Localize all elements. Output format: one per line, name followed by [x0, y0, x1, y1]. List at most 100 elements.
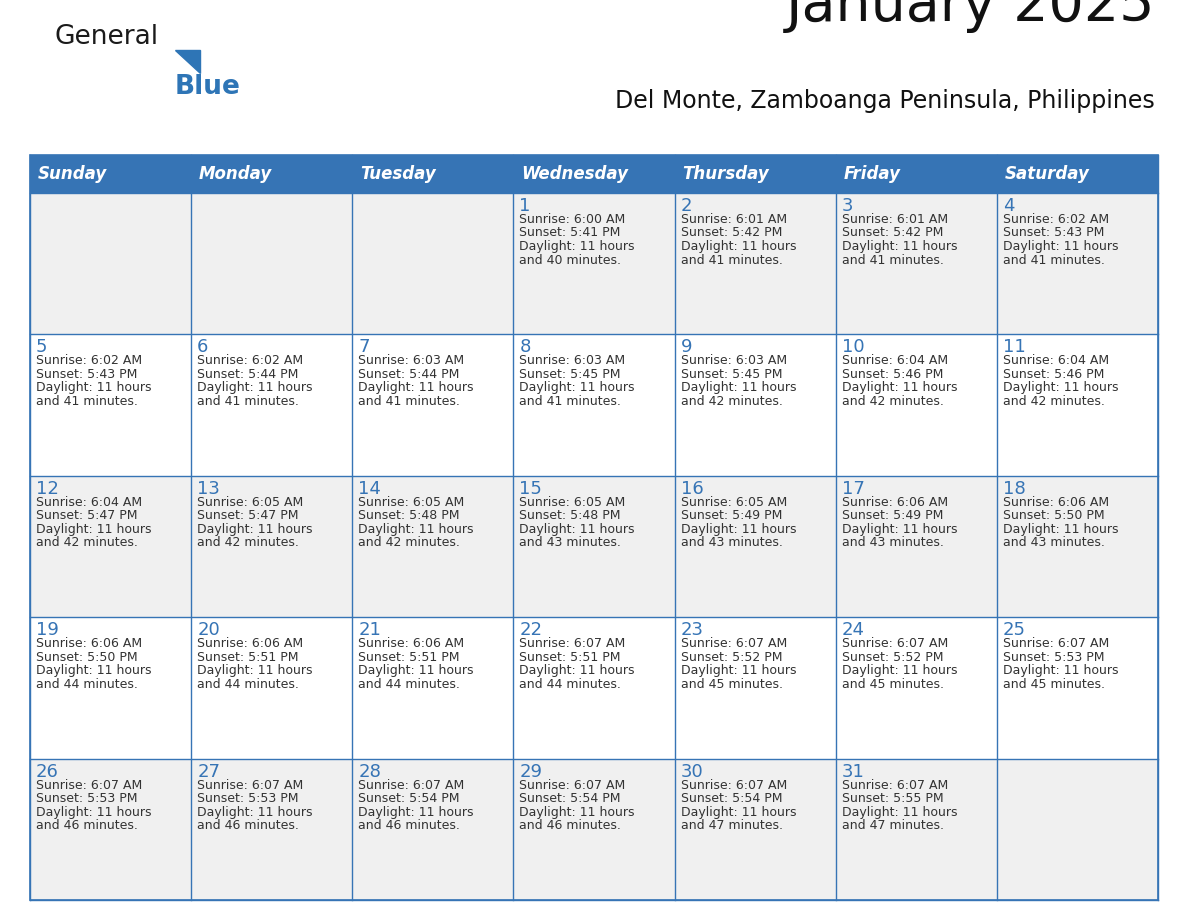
Text: 4: 4 — [1003, 197, 1015, 215]
Text: Sunrise: 6:07 AM: Sunrise: 6:07 AM — [842, 637, 948, 650]
Text: Daylight: 11 hours: Daylight: 11 hours — [842, 240, 958, 253]
Text: Thursday: Thursday — [683, 165, 770, 183]
Text: 8: 8 — [519, 339, 531, 356]
Text: and 44 minutes.: and 44 minutes. — [359, 677, 460, 690]
Bar — [997, 334, 1158, 476]
Bar — [30, 758, 191, 900]
Text: and 41 minutes.: and 41 minutes. — [197, 395, 299, 408]
Text: Sunrise: 6:04 AM: Sunrise: 6:04 AM — [842, 354, 948, 367]
Text: Daylight: 11 hours: Daylight: 11 hours — [1003, 240, 1118, 253]
Text: Sunset: 5:44 PM: Sunset: 5:44 PM — [359, 368, 460, 381]
Text: Sunset: 5:46 PM: Sunset: 5:46 PM — [842, 368, 943, 381]
Text: Sunset: 5:49 PM: Sunset: 5:49 PM — [681, 509, 782, 522]
Bar — [30, 155, 191, 193]
Text: 14: 14 — [359, 480, 381, 498]
Bar — [30, 617, 191, 758]
Text: Tuesday: Tuesday — [360, 165, 436, 183]
Text: Sunrise: 6:07 AM: Sunrise: 6:07 AM — [519, 778, 626, 791]
Text: Sunset: 5:52 PM: Sunset: 5:52 PM — [681, 651, 782, 664]
Text: and 45 minutes.: and 45 minutes. — [842, 677, 943, 690]
Text: Daylight: 11 hours: Daylight: 11 hours — [842, 665, 958, 677]
Text: and 41 minutes.: and 41 minutes. — [519, 395, 621, 408]
Text: Sunset: 5:45 PM: Sunset: 5:45 PM — [519, 368, 621, 381]
Text: Sunrise: 6:01 AM: Sunrise: 6:01 AM — [681, 213, 786, 226]
Text: and 41 minutes.: and 41 minutes. — [359, 395, 460, 408]
Text: Saturday: Saturday — [1005, 165, 1089, 183]
Text: Sunset: 5:53 PM: Sunset: 5:53 PM — [36, 792, 138, 805]
Bar — [191, 155, 353, 193]
Text: Sunrise: 6:06 AM: Sunrise: 6:06 AM — [197, 637, 303, 650]
Text: 5: 5 — [36, 339, 48, 356]
Text: Sunset: 5:42 PM: Sunset: 5:42 PM — [842, 227, 943, 240]
Bar — [30, 476, 191, 617]
Text: Daylight: 11 hours: Daylight: 11 hours — [519, 240, 634, 253]
Text: 1: 1 — [519, 197, 531, 215]
Text: and 44 minutes.: and 44 minutes. — [519, 677, 621, 690]
Text: Daylight: 11 hours: Daylight: 11 hours — [36, 665, 152, 677]
Bar — [675, 476, 835, 617]
Text: Daylight: 11 hours: Daylight: 11 hours — [197, 665, 312, 677]
Text: and 40 minutes.: and 40 minutes. — [519, 253, 621, 266]
Text: Sunrise: 6:07 AM: Sunrise: 6:07 AM — [197, 778, 303, 791]
Text: and 42 minutes.: and 42 minutes. — [359, 536, 460, 549]
Text: 17: 17 — [842, 480, 865, 498]
Text: 26: 26 — [36, 763, 59, 780]
Text: 2: 2 — [681, 197, 693, 215]
Bar — [191, 617, 353, 758]
Text: Sunset: 5:54 PM: Sunset: 5:54 PM — [681, 792, 782, 805]
Bar — [353, 476, 513, 617]
Text: Friday: Friday — [843, 165, 901, 183]
Text: Sunrise: 6:06 AM: Sunrise: 6:06 AM — [1003, 496, 1108, 509]
Text: Sunset: 5:45 PM: Sunset: 5:45 PM — [681, 368, 782, 381]
Text: 3: 3 — [842, 197, 853, 215]
Text: Sunset: 5:44 PM: Sunset: 5:44 PM — [197, 368, 298, 381]
Bar — [675, 155, 835, 193]
Text: 19: 19 — [36, 621, 59, 639]
Text: Daylight: 11 hours: Daylight: 11 hours — [842, 381, 958, 395]
Text: and 42 minutes.: and 42 minutes. — [197, 536, 299, 549]
Bar — [191, 758, 353, 900]
Text: Sunrise: 6:05 AM: Sunrise: 6:05 AM — [519, 496, 626, 509]
Bar — [30, 193, 191, 334]
Text: Sunrise: 6:03 AM: Sunrise: 6:03 AM — [519, 354, 626, 367]
Text: Daylight: 11 hours: Daylight: 11 hours — [359, 381, 474, 395]
Text: and 47 minutes.: and 47 minutes. — [842, 819, 943, 832]
Text: Daylight: 11 hours: Daylight: 11 hours — [197, 522, 312, 536]
Bar — [191, 334, 353, 476]
Text: and 43 minutes.: and 43 minutes. — [842, 536, 943, 549]
Text: Monday: Monday — [200, 165, 272, 183]
Text: and 43 minutes.: and 43 minutes. — [519, 536, 621, 549]
Text: and 46 minutes.: and 46 minutes. — [519, 819, 621, 832]
Text: Daylight: 11 hours: Daylight: 11 hours — [519, 381, 634, 395]
Text: Sunset: 5:41 PM: Sunset: 5:41 PM — [519, 227, 621, 240]
Bar — [353, 334, 513, 476]
Text: Sunrise: 6:07 AM: Sunrise: 6:07 AM — [842, 778, 948, 791]
Text: Sunset: 5:50 PM: Sunset: 5:50 PM — [1003, 509, 1105, 522]
Text: Daylight: 11 hours: Daylight: 11 hours — [681, 381, 796, 395]
Text: 12: 12 — [36, 480, 59, 498]
Text: Sunset: 5:51 PM: Sunset: 5:51 PM — [359, 651, 460, 664]
Text: Sunrise: 6:07 AM: Sunrise: 6:07 AM — [519, 637, 626, 650]
Bar — [30, 155, 1158, 900]
Text: Daylight: 11 hours: Daylight: 11 hours — [681, 806, 796, 819]
Bar — [353, 617, 513, 758]
Text: Blue: Blue — [175, 74, 241, 100]
Text: Daylight: 11 hours: Daylight: 11 hours — [1003, 522, 1118, 536]
Text: and 46 minutes.: and 46 minutes. — [36, 819, 138, 832]
Text: Sunset: 5:42 PM: Sunset: 5:42 PM — [681, 227, 782, 240]
Text: and 42 minutes.: and 42 minutes. — [36, 536, 138, 549]
Text: 9: 9 — [681, 339, 693, 356]
Text: Sunset: 5:54 PM: Sunset: 5:54 PM — [359, 792, 460, 805]
Text: and 47 minutes.: and 47 minutes. — [681, 819, 783, 832]
Bar — [191, 476, 353, 617]
Text: 25: 25 — [1003, 621, 1026, 639]
Text: Daylight: 11 hours: Daylight: 11 hours — [36, 806, 152, 819]
Text: Sunset: 5:55 PM: Sunset: 5:55 PM — [842, 792, 943, 805]
Bar — [835, 334, 997, 476]
Text: Sunrise: 6:02 AM: Sunrise: 6:02 AM — [1003, 213, 1108, 226]
Text: Sunrise: 6:01 AM: Sunrise: 6:01 AM — [842, 213, 948, 226]
Text: Sunrise: 6:03 AM: Sunrise: 6:03 AM — [359, 354, 465, 367]
Bar — [675, 758, 835, 900]
Text: Daylight: 11 hours: Daylight: 11 hours — [359, 665, 474, 677]
Text: Sunrise: 6:07 AM: Sunrise: 6:07 AM — [681, 637, 786, 650]
